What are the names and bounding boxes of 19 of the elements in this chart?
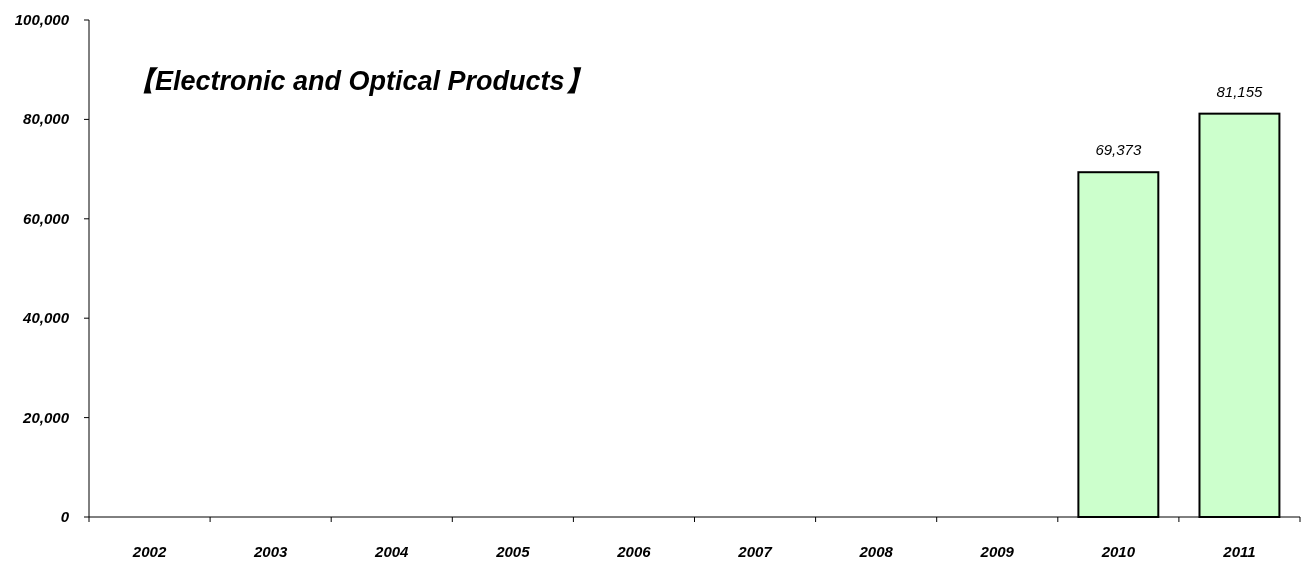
x-tick-label: 2009	[979, 543, 1015, 560]
x-tick-label: 2005	[495, 543, 531, 560]
y-tick-label: 20,000	[22, 408, 70, 426]
x-tick-label: 2008	[858, 543, 894, 560]
x-tick-label: 2006	[616, 543, 652, 560]
x-tick-label: 2007	[737, 543, 773, 560]
data-label: 69,373	[1095, 141, 1142, 159]
y-tick-label: 80,000	[23, 110, 70, 128]
data-label: 81,155	[1216, 82, 1264, 100]
text: 【Electronic and Optical Products】	[128, 66, 592, 96]
y-tick-label: 0	[60, 508, 70, 525]
y-tick-label: 100,000	[14, 11, 70, 28]
x-tick-label: 2011	[1222, 543, 1256, 560]
x-tick-label: 2010	[1100, 543, 1136, 560]
y-tick-label: 60,000	[23, 209, 70, 227]
x-tick-label: 2004	[374, 543, 410, 560]
y-tick-label: 40,000	[22, 309, 70, 327]
x-tick-label: 2002	[131, 543, 167, 560]
x-tick-label: 2003	[252, 543, 288, 560]
